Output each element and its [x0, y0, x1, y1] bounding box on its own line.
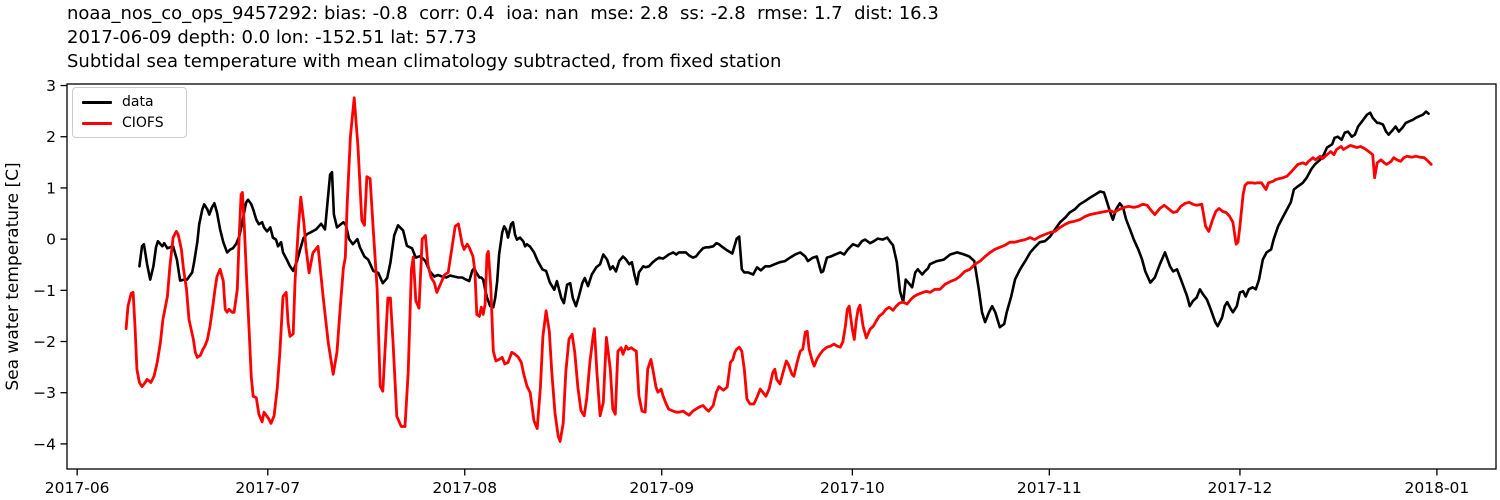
y-axis-label: Sea water temperature [C]: [3, 162, 23, 390]
legend-line-sample-data: [82, 100, 112, 104]
y-tick-label: 2: [46, 128, 56, 146]
x-tick-label: 2017-08: [432, 479, 497, 497]
legend: data CIOFS: [72, 87, 187, 138]
legend-entry-data: data: [82, 95, 176, 109]
title-stats-line: noaa_nos_co_ops_9457292: bias: -0.8 corr…: [67, 3, 939, 24]
x-tick-label: 2017-12: [1208, 479, 1273, 497]
y-tick-label: −1: [33, 282, 56, 300]
y-tick-label: −2: [33, 333, 56, 351]
y-tick-label: −4: [33, 435, 56, 453]
x-tick-label: 2017-11: [1017, 479, 1082, 497]
y-tick-label: −3: [33, 384, 56, 402]
legend-entry-ciofs: CIOFS: [82, 116, 176, 130]
x-tick-label: 2018-01: [1405, 479, 1470, 497]
title-description-line: Subtidal sea temperature with mean clima…: [67, 51, 782, 72]
y-tick-label: 0: [46, 231, 56, 249]
x-tick-label: 2017-10: [820, 479, 885, 497]
x-tick-label: 2017-06: [45, 479, 110, 497]
x-tick-label: 2017-09: [629, 479, 694, 497]
y-tick-label: 3: [46, 77, 56, 95]
x-tick-label: 2017-07: [235, 479, 300, 497]
ciofs-series-line: [124, 96, 1433, 443]
title-station-line: 2017-06-09 depth: 0.0 lon: -152.51 lat: …: [67, 27, 477, 48]
y-tick-label: 1: [46, 179, 56, 197]
plot-frame: [66, 83, 1497, 470]
legend-line-sample-ciofs: [82, 121, 112, 125]
legend-label-data: data: [122, 94, 154, 110]
legend-label-ciofs: CIOFS: [122, 115, 164, 131]
data-series-line: [138, 110, 1430, 329]
